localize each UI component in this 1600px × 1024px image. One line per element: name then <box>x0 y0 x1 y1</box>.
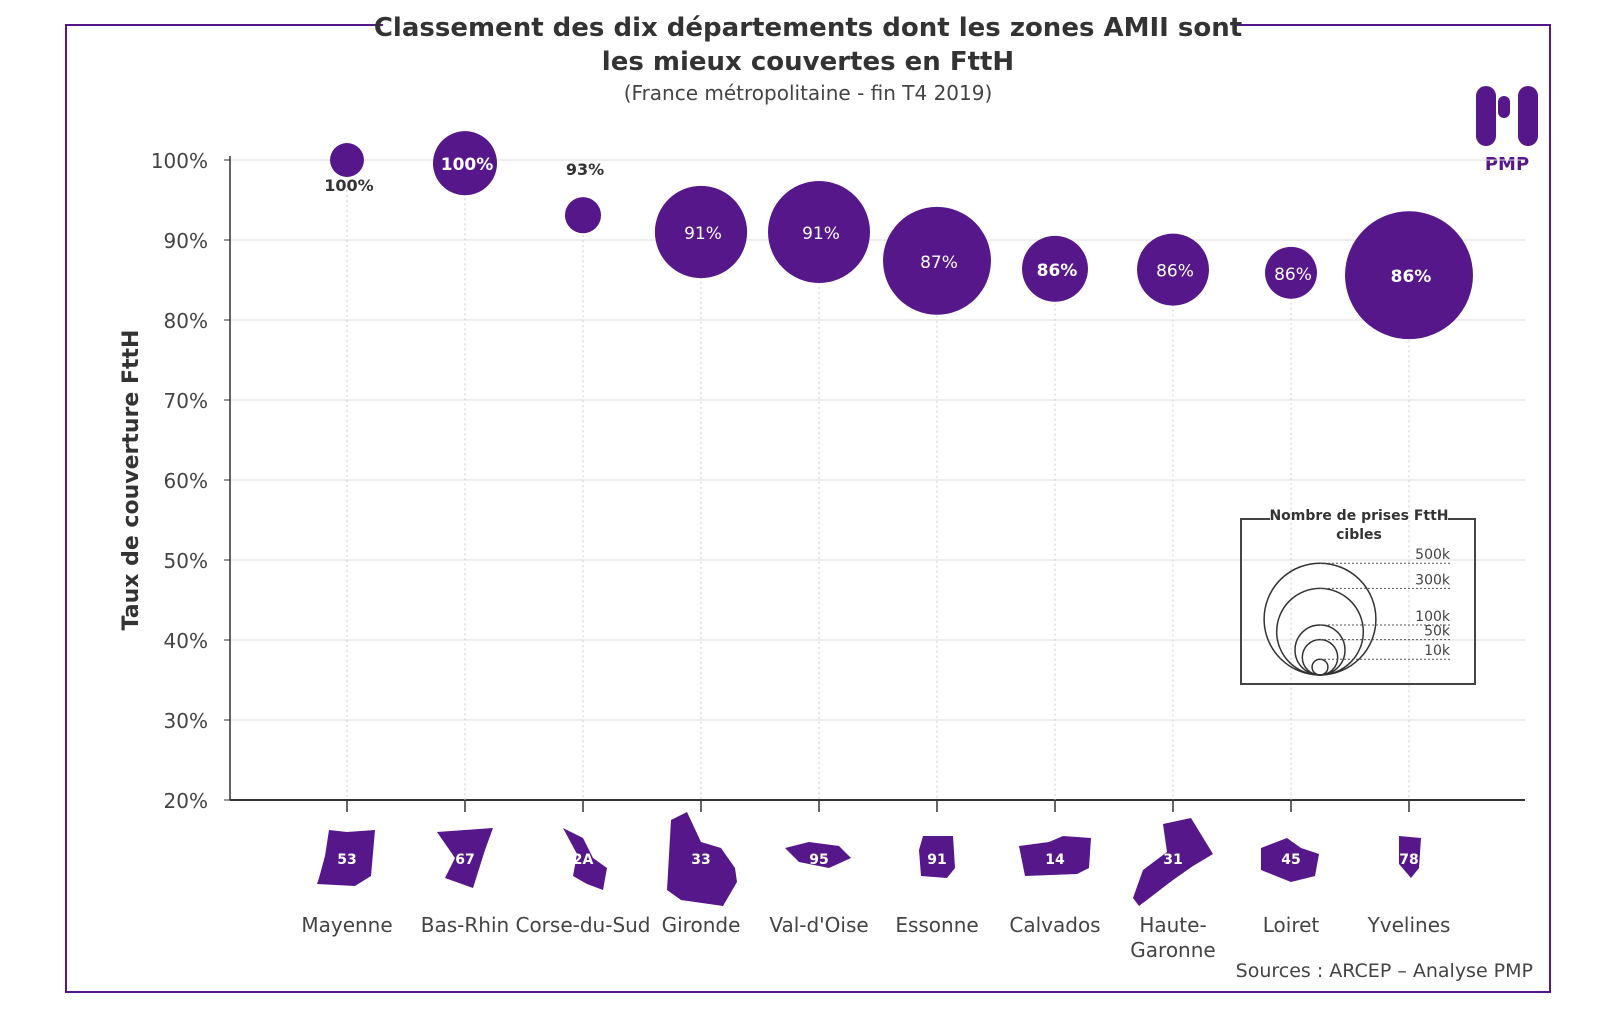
department-code: 33 <box>691 852 710 868</box>
department-code: 78 <box>1399 852 1418 868</box>
data-label: 91% <box>802 224 840 244</box>
size-legend-label: 500k <box>1415 547 1451 563</box>
size-legend-label: 300k <box>1415 572 1451 588</box>
department-map-67 <box>437 828 493 888</box>
y-tick-label: 20% <box>164 789 208 813</box>
department-code: 31 <box>1163 852 1182 868</box>
bubble-78 <box>1345 211 1473 340</box>
x-tick-label: Yvelines <box>1367 913 1451 937</box>
department-map-78 <box>1399 836 1421 878</box>
data-label: 86% <box>1274 265 1312 285</box>
bubble-45 <box>1265 246 1317 299</box>
y-tick-label: 40% <box>164 629 208 653</box>
size-legend-frame <box>1240 518 1476 685</box>
bubble-2A <box>564 197 602 234</box>
x-tick-label: Essonne <box>895 913 978 937</box>
y-tick-label: 80% <box>164 309 208 333</box>
data-label: 100% <box>324 176 373 195</box>
department-map-91 <box>919 836 955 878</box>
y-tick-label: 30% <box>164 709 208 733</box>
bubble-14 <box>1022 235 1088 302</box>
y-tick-label: 50% <box>164 549 208 573</box>
x-tick-label: Loiret <box>1263 913 1320 937</box>
y-tick-label: 90% <box>164 229 208 253</box>
logo-text: PMP <box>1485 154 1529 175</box>
x-tick-label: Bas-Rhin <box>421 913 509 937</box>
x-tick-label: Gironde <box>662 913 741 937</box>
bubble-67 <box>432 131 498 196</box>
department-code: 67 <box>455 852 474 868</box>
source-note: Sources : ARCEP – Analyse PMP <box>1236 960 1533 982</box>
y-axis-label: Taux de couverture FttH <box>119 330 144 631</box>
chart-subtitle: (France métropolitaine - fin T4 2019) <box>624 81 993 105</box>
data-label: 100% <box>441 155 494 175</box>
department-code: 45 <box>1281 852 1300 868</box>
department-code: 95 <box>809 852 828 868</box>
chart-title-line1: Classement des dix départements dont les… <box>374 13 1242 43</box>
data-label: 86% <box>1037 261 1078 281</box>
bubble-95 <box>768 181 870 283</box>
size-legend-circle <box>1311 658 1329 676</box>
data-label: 86% <box>1156 262 1194 282</box>
size-legend-circle <box>1301 638 1339 676</box>
y-tick-label: 60% <box>164 469 208 493</box>
x-tick-label: Haute- <box>1139 913 1206 937</box>
department-code: 53 <box>337 852 356 868</box>
department-map-45 <box>1261 838 1319 882</box>
bubble-31 <box>1137 233 1209 306</box>
data-label: 91% <box>684 224 722 244</box>
size-legend-label: 100k <box>1415 609 1451 625</box>
size-legend-title: Nombre de prises FttH <box>1269 508 1448 524</box>
bubble-33 <box>654 185 748 279</box>
size-legend-label: 50k <box>1424 624 1451 640</box>
data-label: 93% <box>566 160 604 179</box>
y-tick-label: 70% <box>164 389 208 413</box>
bubble-53 <box>330 143 364 177</box>
x-tick-label: Corse-du-Sud <box>515 913 650 937</box>
x-tick-label: Calvados <box>1009 913 1100 937</box>
logo-bar-left <box>1476 86 1496 146</box>
department-code: 14 <box>1045 852 1065 868</box>
size-legend-label: 10k <box>1424 643 1451 659</box>
department-code: 91 <box>927 852 946 868</box>
y-tick-label: 100% <box>151 149 208 173</box>
size-legend-title: cibles <box>1336 527 1382 543</box>
x-tick-label: Val-d'Oise <box>769 913 868 937</box>
data-label: 87% <box>920 253 958 273</box>
department-map-33 <box>667 812 737 906</box>
chart-title-line2: les mieux couvertes en FttH <box>602 47 1014 77</box>
frame <box>65 24 1551 993</box>
department-map-95 <box>785 842 851 868</box>
department-map-2A <box>563 828 607 890</box>
logo-bar-right <box>1518 86 1538 146</box>
x-tick-label: Mayenne <box>301 913 392 937</box>
department-map-53 <box>317 830 375 886</box>
department-map-31 <box>1133 818 1213 906</box>
size-legend-circle <box>1263 562 1377 676</box>
x-tick-label: Garonne <box>1130 938 1215 962</box>
logo-bar-mid <box>1498 96 1510 118</box>
size-legend-circle <box>1275 587 1365 676</box>
size-legend-circle <box>1294 624 1346 676</box>
bubble-91 <box>883 206 991 315</box>
department-map-14 <box>1019 836 1091 876</box>
data-label: 86% <box>1391 267 1432 287</box>
department-code: 2A <box>573 852 594 868</box>
